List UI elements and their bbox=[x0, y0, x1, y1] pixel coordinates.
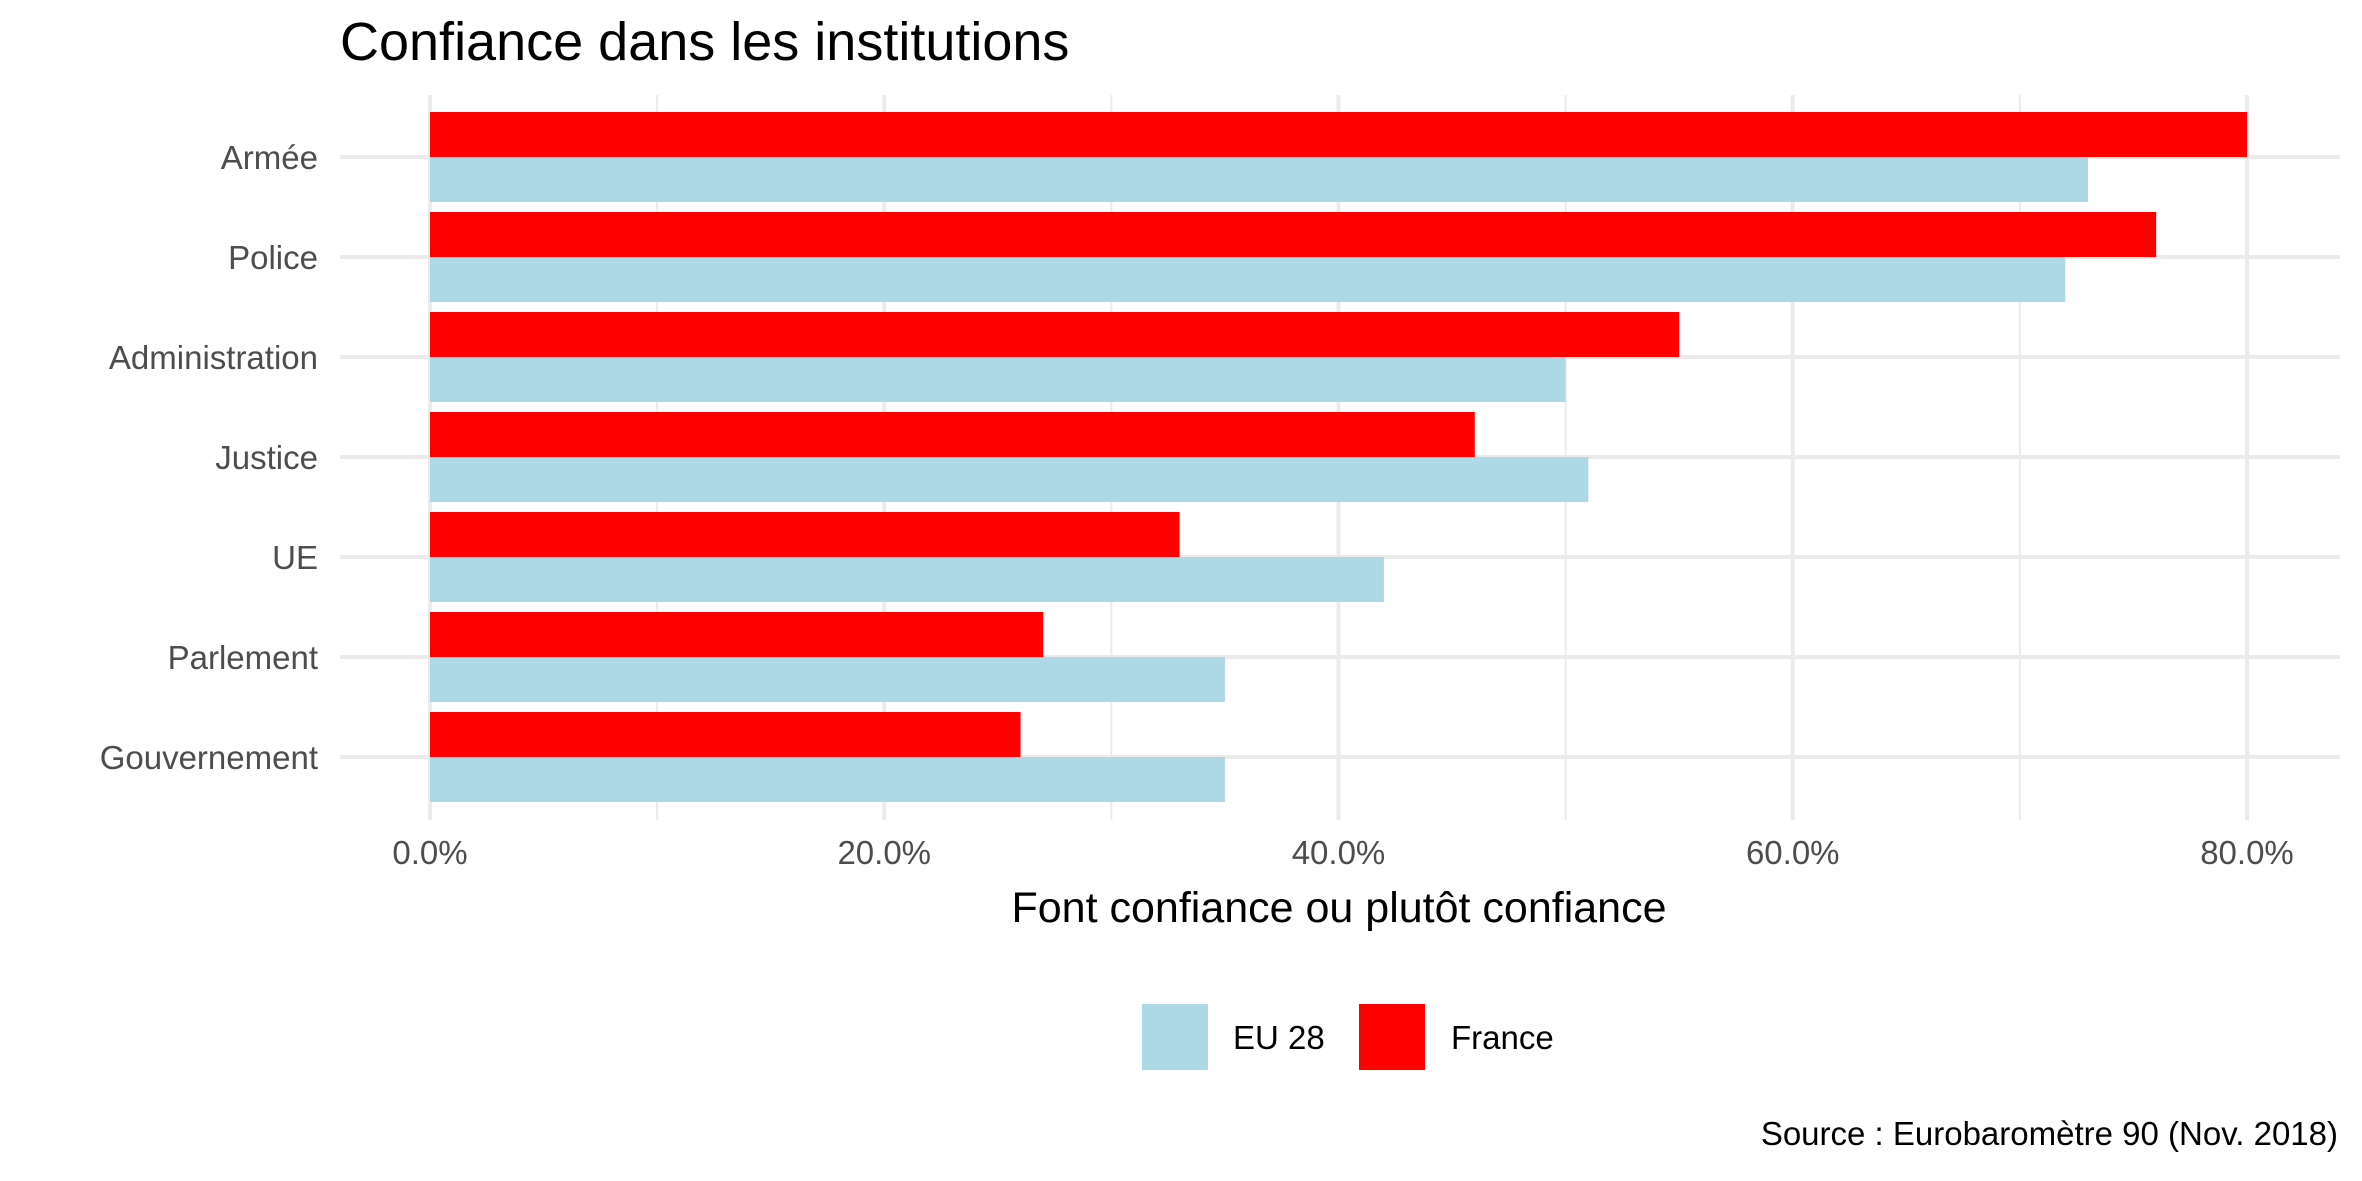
bar-eu-28 bbox=[430, 757, 1225, 802]
bar-france bbox=[430, 512, 1180, 557]
x-axis-title: Font confiance ou plutôt confiance bbox=[1012, 884, 1667, 932]
x-tick-label: 80.0% bbox=[2200, 834, 2294, 871]
y-tick-label: Parlement bbox=[168, 639, 318, 676]
legend-key bbox=[1359, 1004, 1425, 1070]
chart-title: Confiance dans les institutions bbox=[340, 12, 1069, 72]
bar-france bbox=[430, 312, 1680, 357]
chart-caption: Source : Eurobaromètre 90 (Nov. 2018) bbox=[1761, 1115, 2338, 1152]
bar-eu-28 bbox=[430, 557, 1384, 602]
y-tick-label: UE bbox=[272, 539, 318, 576]
x-tick-label: 20.0% bbox=[837, 834, 931, 871]
bar-eu-28 bbox=[430, 157, 2089, 202]
bar-france bbox=[430, 712, 1021, 757]
legend-key bbox=[1142, 1004, 1208, 1070]
y-axis-tick-labels: Armée Police Administration Justice UE Parlem… bbox=[100, 139, 318, 776]
bar-eu-28 bbox=[430, 657, 1225, 702]
bar-eu-28 bbox=[430, 357, 1566, 402]
bar-france bbox=[430, 612, 1044, 657]
bar-france bbox=[430, 112, 2247, 157]
bar-france bbox=[430, 412, 1475, 457]
x-tick-label: 0.0% bbox=[392, 834, 467, 871]
y-tick-label: Police bbox=[228, 239, 318, 276]
legend-label: France bbox=[1451, 1019, 1554, 1056]
bar-france bbox=[430, 212, 2157, 257]
bar-eu-28 bbox=[430, 457, 1589, 502]
x-tick-label: 60.0% bbox=[1746, 834, 1840, 871]
legend: EU 28 France bbox=[1142, 1004, 1554, 1070]
x-tick-label: 40.0% bbox=[1292, 834, 1386, 871]
bars bbox=[430, 112, 2247, 802]
y-tick-label: Armée bbox=[221, 139, 318, 176]
bar-eu-28 bbox=[430, 257, 2066, 302]
y-tick-label: Gouvernement bbox=[100, 739, 318, 776]
y-tick-label: Justice bbox=[215, 439, 318, 476]
x-axis-tick-labels: 0.0% 20.0% 40.0% 60.0% 80.0% bbox=[392, 834, 2293, 871]
y-tick-label: Administration bbox=[109, 339, 318, 376]
legend-label: EU 28 bbox=[1233, 1019, 1325, 1056]
